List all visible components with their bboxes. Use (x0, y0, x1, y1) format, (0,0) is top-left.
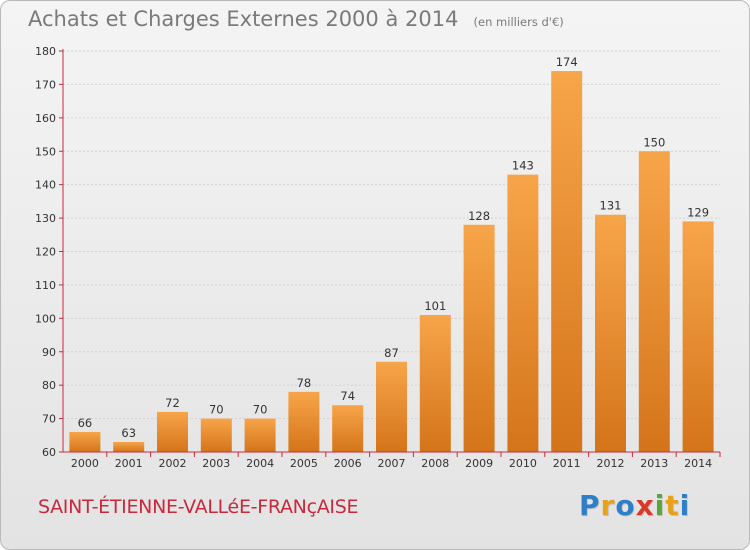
x-tick-label: 2009 (465, 457, 493, 470)
y-tick-label: 110 (35, 279, 56, 292)
bar (507, 174, 539, 452)
y-tick-label: 150 (35, 145, 56, 158)
data-label: 70 (209, 403, 224, 417)
x-tick-label: 2005 (290, 457, 318, 470)
logo-letter: o (615, 489, 636, 522)
x-tick-label: 2000 (71, 457, 99, 470)
x-tick-label: 2013 (640, 457, 668, 470)
x-tick-label: 2014 (684, 457, 712, 470)
y-tick-label: 120 (35, 246, 56, 259)
bar (463, 224, 495, 452)
bar (200, 418, 232, 452)
bar (157, 411, 188, 452)
data-label: 63 (121, 426, 136, 440)
y-tick-label: 80 (42, 379, 56, 392)
bar (595, 214, 626, 452)
y-tick-label: 90 (42, 346, 56, 359)
data-label: 129 (687, 205, 709, 219)
x-tick-label: 2010 (509, 457, 537, 470)
data-label: 66 (78, 416, 93, 430)
bar (551, 71, 583, 453)
data-label: 174 (556, 55, 578, 69)
data-label: 150 (643, 135, 665, 149)
location-name: SAINT-ÉTIENNE-VALLéE-FRANçAISE (38, 496, 359, 518)
y-tick-label: 140 (35, 179, 56, 192)
bar (682, 221, 714, 452)
chart-title: Achats et Charges Externes 2000 à 2014 (28, 7, 459, 31)
data-labels: 66 63 72 70 70 78 74 87 101 128 143 174 131 150 129 (78, 55, 709, 440)
x-tick-label: 2004 (246, 457, 274, 470)
y-tick-label: 70 (42, 413, 56, 426)
data-label: 143 (512, 159, 534, 173)
bar (69, 431, 101, 452)
x-tick-labels: 2000 2001 2002 2003 2004 2005 2006 2007 2008 2009… (71, 452, 721, 470)
x-tick-label: 2003 (202, 457, 230, 470)
y-tick-label: 180 (35, 45, 56, 58)
data-label: 72 (165, 396, 180, 410)
logo-letter: x (635, 489, 655, 522)
proxiti-logo[interactable]: Proxiti (579, 489, 690, 522)
x-tick-label: 2001 (115, 457, 143, 470)
x-tick-label: 2012 (597, 457, 625, 470)
bar (332, 405, 364, 452)
bar-series (69, 71, 714, 453)
logo-letter: i (679, 489, 691, 522)
data-label: 128 (468, 209, 490, 223)
data-label: 70 (253, 403, 268, 417)
y-tick-label: 130 (35, 212, 56, 225)
bar (376, 361, 407, 452)
bar (288, 391, 320, 452)
x-tick-label: 2008 (421, 457, 449, 470)
y-tick-label: 160 (35, 112, 56, 125)
x-tick-label: 2002 (159, 457, 187, 470)
y-tick-label: 60 (42, 446, 56, 459)
bar (419, 314, 451, 452)
y-tick-labels: 60 70 80 90 100 110 120 130 140 150 160 170 180 (35, 45, 63, 459)
logo-letter: t (665, 489, 680, 522)
data-label: 101 (424, 299, 446, 313)
y-tick-label: 170 (35, 78, 56, 91)
bar (638, 151, 670, 452)
x-tick-label: 2006 (334, 457, 362, 470)
logo-letter: i (654, 489, 666, 522)
y-tick-label: 100 (35, 312, 56, 325)
chart-subtitle: (en milliers d'€) (473, 15, 564, 29)
data-label: 131 (600, 199, 622, 213)
x-tick-label: 2011 (553, 457, 581, 470)
bar (113, 441, 145, 452)
data-label: 87 (384, 346, 399, 360)
logo-letter: P (579, 489, 601, 522)
data-label: 78 (297, 376, 312, 390)
bar (244, 418, 276, 452)
data-label: 74 (340, 389, 355, 403)
chart-title-group: Achats et Charges Externes 2000 à 2014 (… (28, 7, 564, 31)
logo-letter: r (600, 489, 616, 522)
x-tick-label: 2007 (378, 457, 406, 470)
